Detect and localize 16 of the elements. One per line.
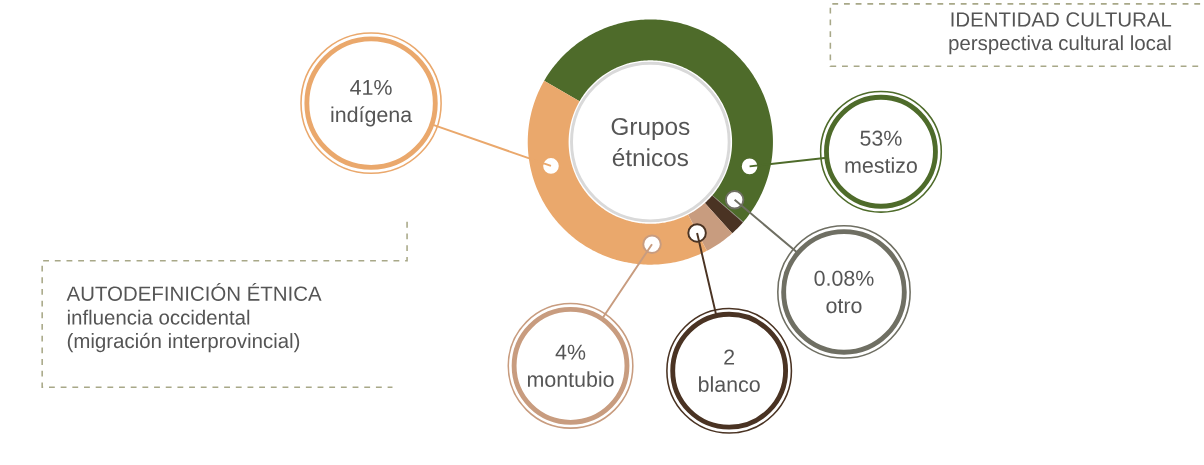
data-label: 4%: [555, 344, 586, 360]
legend-label: montubio: [527, 371, 614, 387]
data-label: 53%: [860, 130, 902, 146]
text: AUTODEFINICIÓN ÉTNICA: [66, 282, 322, 301]
text: perspectiva cultural local: [949, 35, 1171, 55]
text: IDENTIDAD CULTURAL: [951, 12, 1172, 27]
text: Grupos étnicos: [611, 117, 690, 167]
legend-label: blanco: [698, 376, 760, 392]
legend-label: otro: [826, 299, 862, 314]
data-label: 2: [724, 349, 735, 365]
text: (migración interprovincial): [67, 332, 300, 353]
legend-label: mestizo: [845, 157, 917, 173]
data-label: 41%: [350, 79, 392, 95]
legend-label: indígena: [331, 106, 413, 127]
text: influencia occidental: [67, 309, 250, 325]
data-label: 0.08%: [814, 270, 874, 286]
